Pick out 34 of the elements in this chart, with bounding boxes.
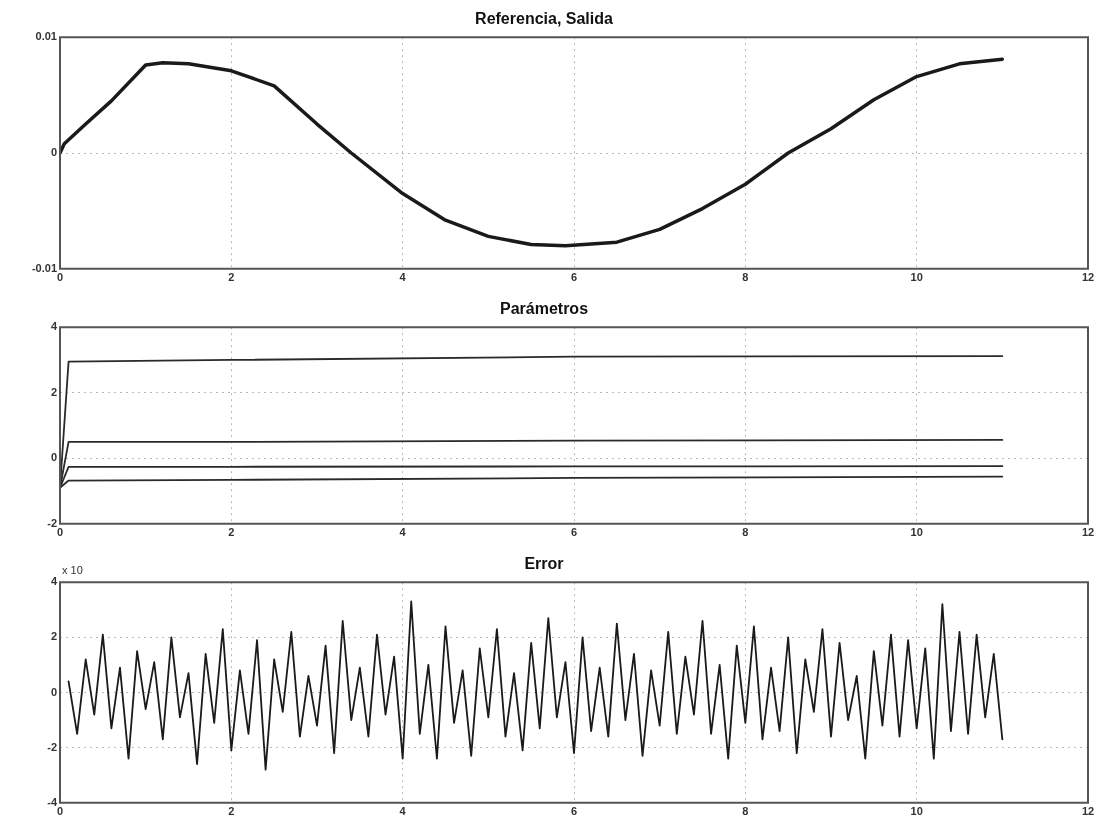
chart-title: Parámetros [499,300,589,318]
text: x 10 [62,563,83,576]
y-tick-label: 4 [50,320,58,333]
x-tick-label: 12 [1081,805,1095,818]
x-tick-label: 8 [742,271,749,284]
y-tick-label: -0.01 [31,261,57,274]
x-tick-label: 10 [910,526,923,539]
x-tick-label: 10 [910,805,923,818]
x-tick-label: 4 [399,526,407,539]
x-tick-label: 2 [228,805,235,818]
x-tick-label: 8 [742,526,749,539]
y-tick-label: 0 [50,451,57,464]
y-tick-label: -2 [47,516,57,529]
y-tick-label: 0 [50,146,57,159]
y-tick-label: 4 [50,575,58,588]
y-tick-label: 0.01 [35,30,57,43]
y-tick-label: -2 [47,740,57,753]
x-tick-label: 12 [1081,526,1095,539]
x-tick-label: 6 [570,526,578,539]
chart-title: Error [524,555,564,573]
y-tick-label: 0 [50,685,57,698]
chart-title: Referencia, Salida [475,10,614,28]
x-tick-label: 6 [570,805,578,818]
x-tick-label: 10 [910,271,923,284]
x-tick-label: 8 [742,805,749,818]
x-tick-label: 6 [570,271,578,284]
y-tick-label: 2 [50,385,57,398]
x-tick-label: 4 [399,805,407,818]
x-tick-label: 4 [399,271,407,284]
y-tick-label: 2 [50,630,57,643]
x-tick-label: 2 [228,526,235,539]
y-tick-label: -4 [47,795,58,808]
x-tick-label: 2 [228,271,235,284]
x-tick-label: 12 [1081,271,1095,284]
